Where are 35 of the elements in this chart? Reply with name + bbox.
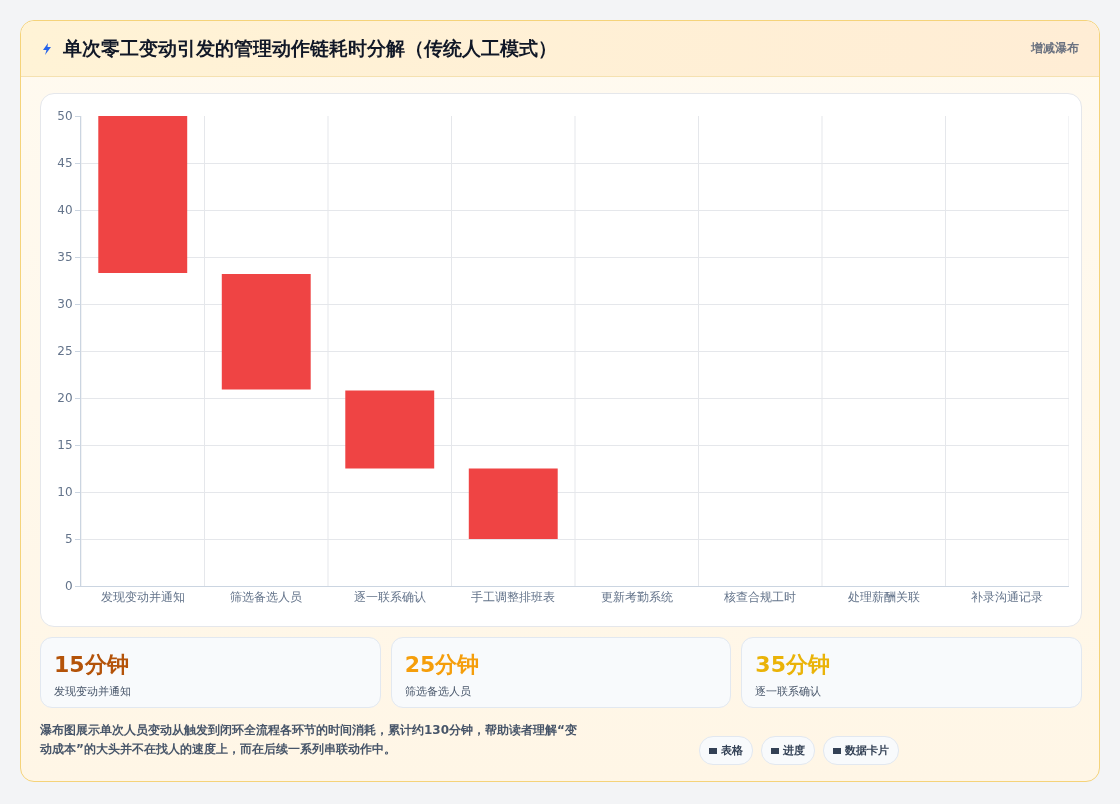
y-tick-label: 0 bbox=[64, 579, 73, 594]
y-tick-label: 40 bbox=[57, 203, 73, 218]
bar bbox=[468, 468, 558, 539]
text: 25分钟 bbox=[404, 651, 481, 679]
x-tick-label: 更新考勤系统 bbox=[600, 590, 673, 605]
text: 15分钟 bbox=[54, 651, 130, 679]
text: 发现变动并通知 bbox=[54, 684, 132, 699]
y-tick-label: 20 bbox=[57, 391, 73, 406]
y-tick-label: 35 bbox=[57, 250, 73, 265]
y-tick-label: 10 bbox=[57, 485, 73, 500]
x-tick-label: 发现变动并通知 bbox=[100, 590, 185, 605]
y-tick-label: 30 bbox=[57, 297, 73, 312]
bar bbox=[345, 390, 435, 469]
bar bbox=[221, 273, 311, 390]
chart-title: 单次零工变动引发的管理动作链耗时分解（传统人工模式） bbox=[63, 35, 558, 61]
bar bbox=[98, 116, 188, 273]
y-tick-label: 25 bbox=[57, 344, 73, 359]
y-tick-label: 45 bbox=[57, 156, 73, 171]
text: 进度 bbox=[783, 743, 805, 758]
text: 35分钟 bbox=[755, 651, 831, 679]
x-tick-label: 手工调整排班表 bbox=[471, 590, 556, 605]
y-tick-label: 15 bbox=[57, 438, 73, 453]
x-tick-label: 处理薪酬关联 bbox=[847, 590, 920, 605]
text: 筛选备选人员 bbox=[404, 684, 472, 699]
x-tick-label: 补录沟通记录 bbox=[971, 590, 1044, 605]
y-tick-label: 50 bbox=[57, 109, 73, 124]
text: 瀑布图展示单次人员变动从触发到闭环全流程各环节的时间消耗，累计约130分钟，帮助读者理解“变动成本”的大头并不在找人的速度上，而在后续一系列串联动作中。 bbox=[40, 722, 578, 758]
y-tick-label: 5 bbox=[64, 532, 73, 547]
chart-subtitle: 增减瀑布 bbox=[1031, 40, 1079, 57]
text: 表格 bbox=[721, 743, 743, 758]
x-tick-label: 筛选备选人员 bbox=[230, 590, 303, 605]
x-tick-label: 核查合规工时 bbox=[723, 590, 797, 605]
x-tick-label: 逐一联系确认 bbox=[353, 590, 426, 605]
text: 逐一联系确认 bbox=[755, 684, 823, 699]
text: 数据卡片 bbox=[845, 743, 889, 758]
